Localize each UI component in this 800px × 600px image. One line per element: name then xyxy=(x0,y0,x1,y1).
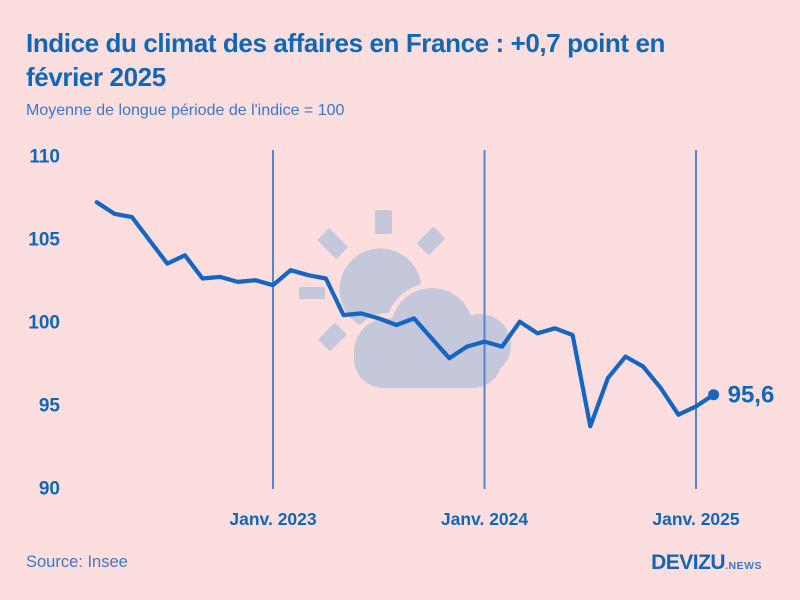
end-value-label: 95,6 xyxy=(728,382,775,409)
chart-header: Indice du climat des affaires en France … xyxy=(26,26,665,120)
y-axis-label: 110 xyxy=(29,147,60,168)
page-title-line-2: février 2025 xyxy=(26,62,166,92)
page-title-line-1: Indice du climat des affaires en France … xyxy=(26,28,666,58)
end-point-dot xyxy=(708,389,720,401)
partly-cloudy-icon xyxy=(299,210,516,393)
year-gridlines xyxy=(272,150,697,489)
y-axis-label: 90 xyxy=(39,479,60,500)
y-axis-labels: 110 105 100 95 90 xyxy=(28,147,60,500)
brand-name: DEVIZU xyxy=(651,551,726,574)
y-axis-label: 95 xyxy=(39,396,61,417)
brand-logo: DEVIZU .NEWS xyxy=(651,551,762,575)
y-axis-label: 100 xyxy=(28,313,60,334)
x-axis-labels: Janv. 2023 Janv. 2024 Janv. 2025 xyxy=(229,509,740,529)
brand-suffix: .NEWS xyxy=(725,560,762,572)
x-axis-label: Janv. 2023 xyxy=(229,509,317,529)
source-caption: Source: Insee xyxy=(26,553,128,571)
y-axis-label: 105 xyxy=(28,230,60,251)
data-line xyxy=(94,200,716,429)
x-axis-label: Janv. 2025 xyxy=(652,509,740,529)
x-axis-label: Janv. 2024 xyxy=(441,509,529,529)
chart-subtitle: Moyenne de longue période de l'indice = … xyxy=(26,102,345,119)
